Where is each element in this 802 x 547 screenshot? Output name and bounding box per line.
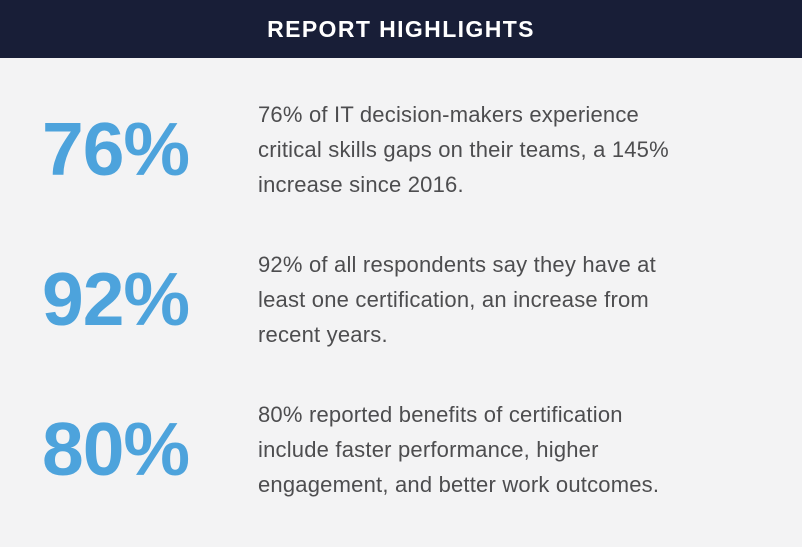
stat-row-certification-holders: 92% 92% of all respondents say they have… (0, 224, 802, 374)
stat-value: 76% (42, 106, 190, 191)
stat-row-certification-benefits: 80% 80% reported benefits of certificati… (0, 374, 802, 524)
stat-description-line: engagement, and better work outcomes. (258, 471, 660, 497)
stat-description: 76% of IT decision-makers experience cri… (258, 97, 802, 202)
stat-description-line: critical skills gaps on their teams, a 1… (258, 136, 669, 162)
stat-description-line: 76% of IT decision-makers experience (258, 101, 639, 127)
stat-description-line: increase since 2016. (258, 171, 464, 197)
stats-list: 76% 76% of IT decision-makers experience… (0, 58, 802, 524)
page-title: REPORT HIGHLIGHTS (267, 15, 535, 42)
header-bar: REPORT HIGHLIGHTS (0, 0, 802, 58)
stat-value: 80% (42, 406, 190, 491)
stat-description-line: least one certification, an increase fro… (258, 286, 649, 312)
stat-description-line: include faster performance, higher (258, 436, 599, 462)
stat-value: 92% (42, 256, 190, 341)
stat-description: 92% of all respondents say they have at … (258, 247, 802, 352)
stat-description-line: 80% reported benefits of certification (258, 401, 623, 427)
stat-description-line: 92% of all respondents say they have at (258, 251, 656, 277)
stat-description-line: recent years. (258, 321, 388, 347)
stat-description: 80% reported benefits of certification i… (258, 397, 802, 502)
stat-row-skills-gap: 76% 76% of IT decision-makers experience… (0, 74, 802, 224)
